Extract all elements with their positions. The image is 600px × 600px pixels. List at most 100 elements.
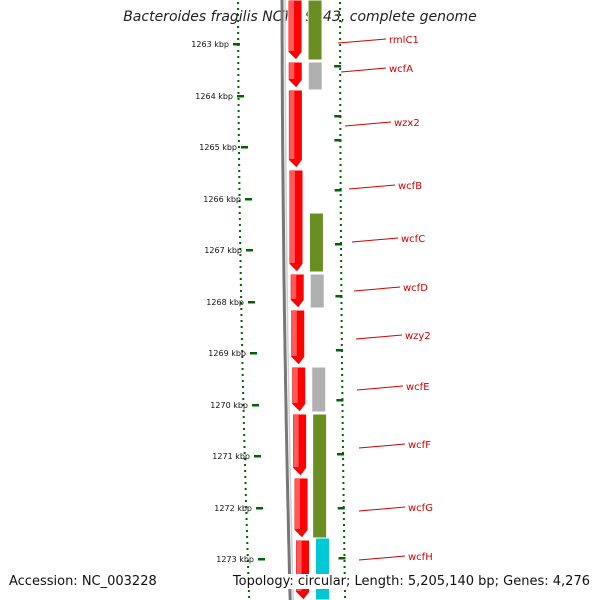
tick-label: 1272 kbp: [214, 504, 252, 513]
ruler-dot: [243, 452, 246, 454]
ruler-dot: [241, 350, 244, 352]
ruler-dot: [339, 50, 342, 52]
ruler-tick: [246, 249, 253, 252]
tick-label: 1264 kbp: [195, 92, 233, 101]
ruler-dot: [340, 290, 343, 292]
ruler-dot: [239, 236, 242, 238]
ruler-dot: [246, 548, 249, 550]
label-leader-line: [358, 555, 406, 561]
ruler-dot: [340, 338, 343, 340]
ruler-dot: [339, 44, 342, 46]
ruler-dot: [339, 74, 342, 76]
ruler-dot: [244, 494, 247, 496]
ruler-dot: [340, 278, 343, 280]
ruler-tick: [335, 349, 343, 352]
ruler-dot: [339, 80, 342, 82]
ruler-tick: [256, 507, 263, 510]
ruler-dot: [339, 62, 342, 64]
gene-label: wcfG: [408, 503, 433, 514]
ruler-dot: [247, 590, 250, 592]
feature-block: [308, 212, 324, 273]
ruler-dot: [339, 32, 342, 34]
ruler-dot: [340, 356, 343, 358]
ruler-dot: [339, 230, 342, 232]
ruler-tick: [237, 95, 244, 98]
ruler-dot: [342, 476, 345, 478]
ruler-tick: [233, 43, 240, 46]
feature-track: [307, 0, 331, 600]
ruler-dot: [342, 458, 345, 460]
gene-arrow-highlight: [289, 91, 295, 159]
ruler-dot: [239, 278, 242, 280]
ruler-dot: [340, 302, 343, 304]
ruler-dot: [340, 266, 343, 268]
tick-labels: 1263 kbp 1264 kbp 1265 kbp 1266 kbp 1267 kbp…: [191, 40, 254, 564]
tick-label: 1271 kbp: [212, 452, 250, 461]
ruler-dot: [239, 254, 242, 256]
ruler-dot: [237, 62, 240, 64]
gene-label: wcfA: [389, 64, 413, 75]
ruler-dot: [341, 404, 344, 406]
ruler-dot: [339, 26, 342, 28]
ruler-dot: [237, 50, 240, 52]
ruler-dot: [243, 464, 246, 466]
ruler-dot: [237, 92, 240, 94]
gene-arrow-highlight: [291, 311, 297, 356]
ruler-dot: [244, 482, 247, 484]
label-leader-line: [348, 184, 396, 190]
ruler-dot: [339, 92, 342, 94]
ruler-dot: [339, 170, 342, 172]
ruler-dot: [237, 116, 240, 118]
topology-info: Topology: circular; Length: 5,205,140 bp…: [232, 574, 590, 589]
ruler-dot: [342, 470, 345, 472]
ruler-dot: [237, 56, 240, 58]
label-leader-line: [351, 237, 399, 243]
ruler-dot: [342, 488, 345, 490]
ruler-dot: [339, 2, 342, 4]
ruler-dot: [339, 212, 342, 214]
feature-block: [311, 366, 327, 413]
ruler-dot: [341, 368, 344, 370]
ruler-dot: [238, 188, 241, 190]
tick-label: 1273 kbp: [216, 555, 254, 564]
ruler-dot: [342, 500, 345, 502]
ruler-dot: [339, 56, 342, 58]
ruler-dot: [339, 122, 342, 124]
ruler-dot: [340, 308, 343, 310]
ruler-dot: [241, 356, 244, 358]
ruler-dot: [341, 380, 344, 382]
ruler-dot: [340, 320, 343, 322]
gene-label: wcfE: [406, 382, 430, 393]
ruler-dot: [238, 194, 241, 196]
ruler-dot: [342, 482, 345, 484]
ruler-dot: [341, 362, 344, 364]
ruler-dot: [343, 572, 346, 574]
ruler-dot: [239, 260, 242, 262]
ruler-dot: [339, 104, 342, 106]
ruler-dot: [246, 542, 249, 544]
ruler-dot: [341, 392, 344, 394]
ruler-dot: [237, 26, 240, 28]
ruler-tick: [254, 455, 261, 458]
ruler-dot: [340, 254, 343, 256]
ruler-dot: [238, 176, 241, 178]
gene-labels: rmlC1 wcfA wzx2 wcfB wcfC wcfD wzy2 wcfE wcfF wcf…: [337, 35, 433, 563]
ruler-dot: [237, 74, 240, 76]
ruler-dot: [343, 530, 346, 532]
ruler-dot: [241, 386, 244, 388]
ruler-dot: [239, 284, 242, 286]
ruler-dot: [342, 512, 345, 514]
ruler-tick: [335, 295, 343, 298]
ruler-dot: [343, 590, 346, 592]
ruler-dot: [244, 488, 247, 490]
ruler-dot: [341, 410, 344, 412]
ruler-dot: [341, 446, 344, 448]
gene-label: rmlC1: [389, 35, 419, 46]
label-leader-line: [358, 443, 406, 449]
ruler-dot: [342, 464, 345, 466]
ruler-dot: [242, 398, 245, 400]
gene-arrow-highlight: [296, 541, 302, 591]
gene-label: wcfB: [398, 181, 422, 192]
ruler-dot: [237, 134, 240, 136]
ruler-dot: [247, 566, 250, 568]
